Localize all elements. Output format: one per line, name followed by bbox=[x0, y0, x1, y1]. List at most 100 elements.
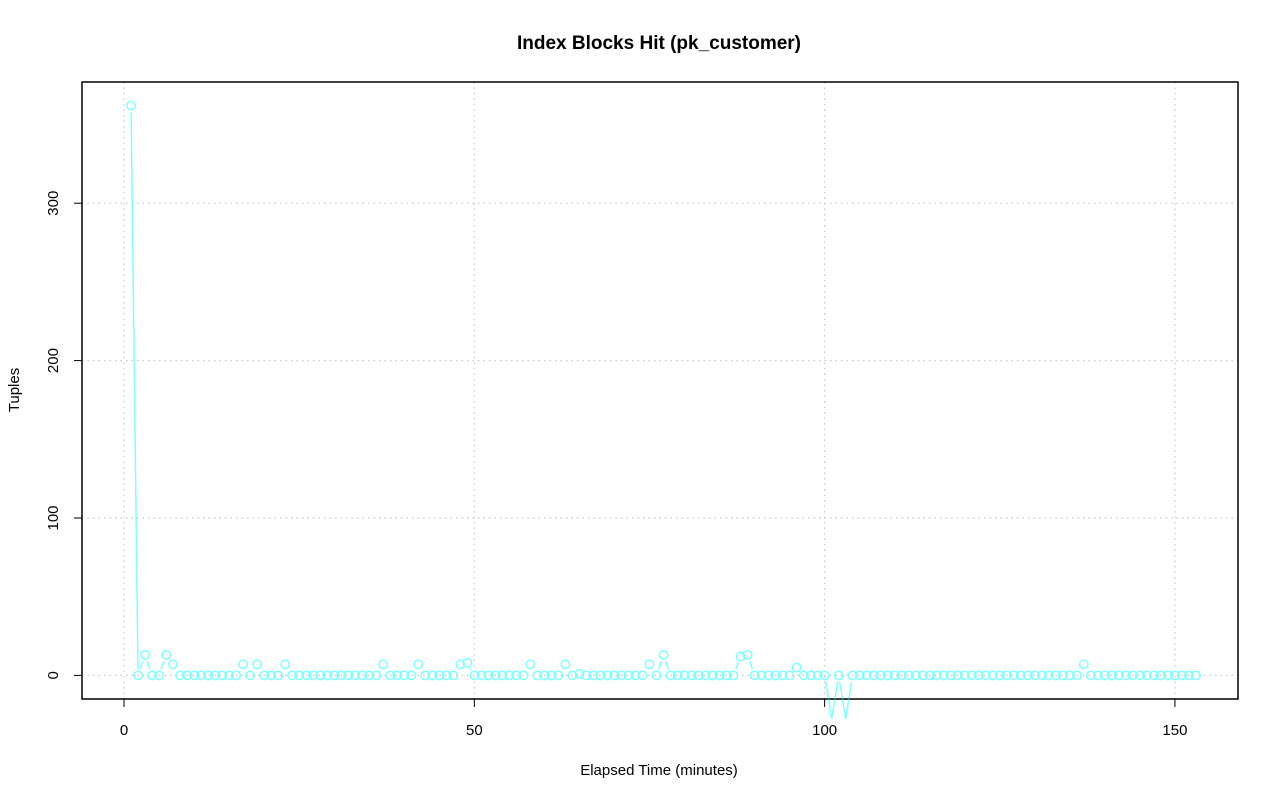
data-point bbox=[903, 670, 914, 681]
data-point bbox=[140, 649, 151, 660]
data-point bbox=[539, 670, 550, 681]
y-tick-label: 300 bbox=[45, 191, 62, 216]
data-point bbox=[665, 670, 676, 681]
data-point bbox=[574, 668, 585, 679]
data-point bbox=[462, 657, 473, 668]
data-point bbox=[1134, 670, 1145, 681]
data-point bbox=[1148, 670, 1159, 681]
data-point bbox=[623, 670, 634, 681]
data-point bbox=[203, 670, 214, 681]
data-series bbox=[126, 100, 1201, 720]
data-point bbox=[721, 670, 732, 681]
data-point bbox=[301, 670, 312, 681]
data-point bbox=[231, 670, 242, 681]
data-point bbox=[189, 670, 200, 681]
data-point bbox=[714, 670, 725, 681]
data-point bbox=[1177, 670, 1187, 681]
data-point bbox=[1064, 670, 1075, 681]
series-line-segment bbox=[160, 660, 165, 670]
plot-frame bbox=[81, 81, 1239, 700]
data-point bbox=[651, 670, 662, 681]
data-point bbox=[385, 670, 396, 681]
data-point bbox=[854, 670, 865, 681]
data-point bbox=[595, 670, 606, 681]
data-point bbox=[679, 670, 690, 681]
data-point bbox=[287, 670, 298, 681]
data-point bbox=[357, 670, 368, 681]
data-point bbox=[1141, 670, 1152, 681]
data-point bbox=[973, 670, 984, 681]
series-line-segment bbox=[748, 660, 754, 670]
data-point bbox=[133, 670, 143, 681]
data-point bbox=[546, 670, 557, 681]
data-point bbox=[1155, 670, 1166, 681]
series-line-segment bbox=[735, 662, 740, 670]
data-point bbox=[602, 670, 613, 681]
data-point bbox=[217, 670, 228, 681]
data-point bbox=[798, 670, 809, 681]
data-point bbox=[224, 670, 235, 681]
data-point bbox=[1043, 670, 1054, 681]
data-point bbox=[791, 662, 802, 673]
data-point bbox=[560, 659, 571, 670]
data-point bbox=[966, 670, 977, 681]
data-point bbox=[1113, 670, 1124, 681]
data-point bbox=[742, 649, 753, 660]
data-point bbox=[1029, 670, 1040, 681]
data-point bbox=[350, 670, 361, 681]
data-point bbox=[371, 670, 382, 681]
series-line-segment bbox=[844, 681, 853, 720]
data-point bbox=[441, 670, 452, 681]
data-point bbox=[1120, 670, 1131, 681]
data-point bbox=[1057, 670, 1068, 681]
data-point bbox=[700, 670, 711, 681]
data-point bbox=[147, 670, 158, 681]
data-point bbox=[777, 670, 788, 681]
data-point bbox=[420, 670, 431, 681]
data-point bbox=[126, 100, 136, 111]
grid bbox=[82, 82, 1238, 699]
series-line-segment bbox=[130, 112, 139, 669]
data-point bbox=[910, 670, 921, 681]
data-point bbox=[315, 670, 326, 681]
data-point bbox=[1191, 670, 1201, 681]
data-point bbox=[672, 670, 683, 681]
data-point bbox=[266, 670, 277, 681]
data-point bbox=[245, 670, 256, 681]
data-point bbox=[784, 670, 795, 681]
data-point bbox=[994, 670, 1005, 681]
data-point bbox=[161, 649, 172, 660]
data-point bbox=[945, 670, 956, 681]
series-line-segment bbox=[664, 660, 670, 670]
series-line-segment bbox=[469, 668, 472, 671]
data-point bbox=[805, 670, 816, 681]
x-axis: 0 50 100 150 bbox=[120, 698, 1187, 739]
data-point bbox=[504, 670, 515, 681]
data-point bbox=[567, 670, 578, 681]
data-point bbox=[609, 670, 620, 681]
data-point bbox=[154, 670, 165, 681]
series-line-segment bbox=[838, 681, 847, 720]
series-line-segment bbox=[139, 660, 144, 670]
data-point bbox=[630, 670, 641, 681]
data-point bbox=[399, 670, 410, 681]
data-point bbox=[1008, 670, 1019, 681]
data-point bbox=[1099, 670, 1110, 681]
data-point bbox=[644, 659, 655, 670]
data-point bbox=[413, 659, 424, 670]
data-point bbox=[763, 670, 774, 681]
data-point bbox=[637, 670, 648, 681]
series-line-segment bbox=[657, 660, 663, 670]
data-point bbox=[896, 670, 907, 681]
data-point bbox=[581, 670, 592, 681]
data-point bbox=[931, 670, 942, 681]
x-tick-label: 0 bbox=[120, 722, 128, 739]
data-point bbox=[952, 670, 963, 681]
data-point bbox=[588, 670, 599, 681]
data-point bbox=[1050, 670, 1061, 681]
data-point bbox=[1085, 670, 1096, 681]
data-point bbox=[343, 670, 354, 681]
data-point bbox=[168, 659, 179, 670]
data-point bbox=[770, 670, 781, 681]
